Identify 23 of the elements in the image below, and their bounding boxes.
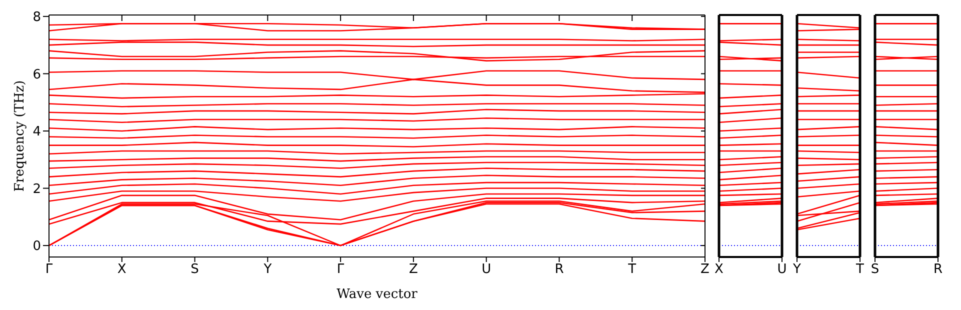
y-tick-label: 4 [32,124,41,140]
y-tick-label: 0 [32,239,41,254]
x-tick-label: T [855,262,864,278]
y-axis-title: Frequency (THz) [12,80,28,192]
x-tick-label: Y [262,262,272,278]
x-tick-label: Y [792,262,802,278]
x-tick-label: S [870,262,880,278]
y-tick-label: 8 [32,10,41,26]
y-tick-label: 6 [32,67,41,82]
x-tick-label: Z [408,262,418,278]
x-axis-title: Wave vector [336,287,418,302]
x-tick-label: S [190,262,199,278]
x-tick-label: Γ [45,262,54,278]
x-tick-label: Z [700,262,710,278]
x-tick-label: X [117,262,126,278]
x-tick-label: R [933,262,943,278]
x-tick-label: U [482,262,492,278]
x-tick-label: U [777,262,787,278]
x-tick-label: Γ [336,262,345,278]
y-tick-label: 2 [32,182,41,197]
x-tick-label: R [554,262,564,278]
x-tick-label: X [714,262,724,278]
x-tick-label: T [627,262,636,278]
